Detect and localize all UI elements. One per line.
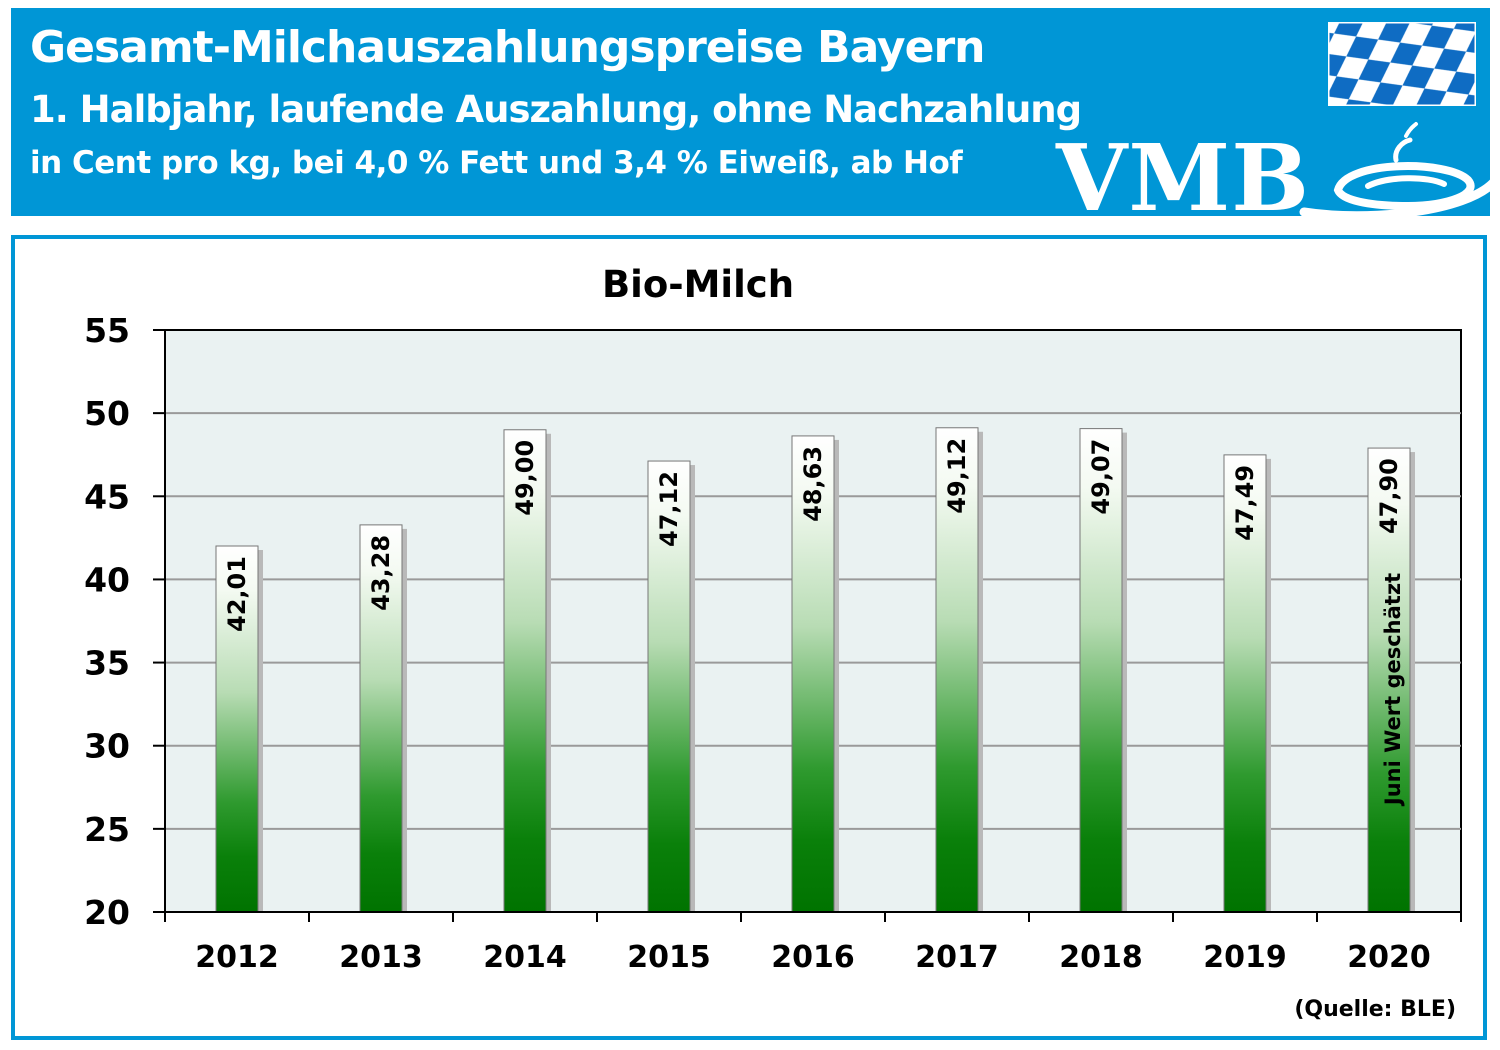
x-tick-label: 2020 <box>1347 940 1431 975</box>
header-banner: Gesamt-Milchauszahlungspreise Bayern 1. … <box>11 8 1490 216</box>
y-tick-label: 45 <box>84 477 130 516</box>
x-tick-label: 2014 <box>483 940 567 975</box>
y-tick-label: 35 <box>84 644 130 683</box>
bar-value-label: 47,12 <box>655 471 683 547</box>
y-tick-label: 25 <box>84 810 130 849</box>
x-tick-label: 2013 <box>339 940 423 975</box>
x-tick-label: 2017 <box>915 940 999 975</box>
bar-chart: Bio-Milch 20 25 30 35 40 45 50 55 42,01 2012 43,28… <box>84 263 1462 1022</box>
bar-value-label: 47,49 <box>1231 465 1259 541</box>
source-note: (Quelle: BLE) <box>1294 997 1456 1022</box>
x-tick-label: 2016 <box>771 940 855 975</box>
bar-value-label: 48,63 <box>799 446 827 522</box>
bar-value-label: 42,01 <box>223 556 251 632</box>
bar-value-label: 47,90 <box>1375 458 1403 534</box>
bar-value-label: 43,28 <box>367 535 395 611</box>
bavarian-flag-icon <box>1328 22 1476 106</box>
bar-2018 <box>1079 428 1123 913</box>
bar-2015 <box>647 460 691 913</box>
y-tick-label: 50 <box>84 394 130 433</box>
chart-title: Bio-Milch <box>602 263 794 306</box>
chart-panel: Bio-Milch 20 25 30 35 40 45 50 55 42,01 2012 43,28… <box>11 235 1487 1040</box>
page-title: Gesamt-Milchauszahlungspreise Bayern <box>30 22 985 73</box>
bar-2019 <box>1223 454 1267 913</box>
bar-annotation: Juni Wert geschätzt <box>1381 573 1405 807</box>
bar-value-label: 49,07 <box>1087 439 1115 515</box>
x-tick-label: 2015 <box>627 940 711 975</box>
units-note: in Cent pro kg, bei 4,0 % Fett und 3,4 %… <box>30 145 963 181</box>
y-tick-label: 55 <box>84 311 130 350</box>
bar-value-label: 49,00 <box>511 440 539 516</box>
x-tick-label: 2012 <box>195 940 279 975</box>
bar-2014 <box>503 429 547 913</box>
y-tick-label: 30 <box>84 727 130 766</box>
vmb-swirl-logo-icon <box>1299 122 1490 216</box>
bar-value-label: 49,12 <box>943 438 971 514</box>
x-tick-label: 2018 <box>1059 940 1143 975</box>
y-tick-label: 40 <box>84 560 130 599</box>
bar-2013 <box>359 524 403 913</box>
bar-2016 <box>791 435 835 913</box>
y-tick-label: 20 <box>84 893 130 932</box>
vmb-logo-text: VMB <box>1056 124 1310 216</box>
page-subtitle: 1. Halbjahr, laufende Auszahlung, ohne N… <box>30 88 1082 131</box>
x-tick-label: 2019 <box>1203 940 1287 975</box>
bar-2012 <box>215 545 259 913</box>
bar-2020 <box>1367 447 1411 913</box>
